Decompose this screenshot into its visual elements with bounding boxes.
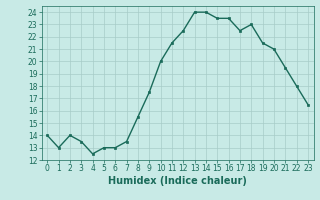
X-axis label: Humidex (Indice chaleur): Humidex (Indice chaleur) [108,176,247,186]
